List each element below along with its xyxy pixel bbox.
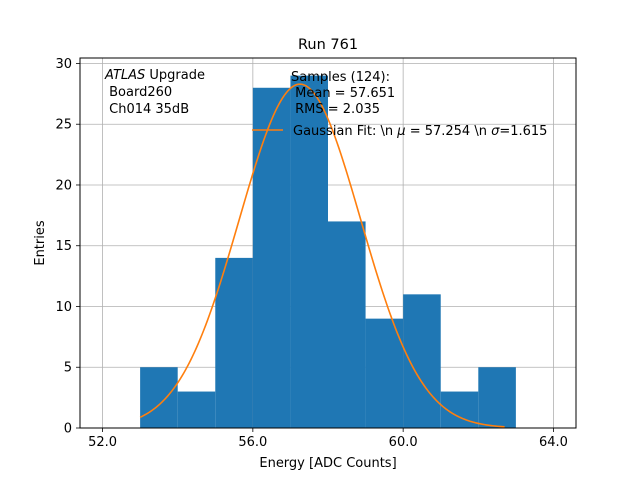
y-tick-label-5: 25 bbox=[55, 118, 72, 133]
y-tick-label-1: 5 bbox=[64, 361, 72, 376]
chart-title: Run 761 bbox=[298, 37, 358, 53]
x-tick-label-1: 56.0 bbox=[238, 435, 267, 450]
legend: Samples (124): Mean = 57.651 RMS = 2.035… bbox=[252, 70, 547, 139]
histogram-bar-9 bbox=[478, 367, 516, 428]
annotation-line-3: Ch014 35dB bbox=[105, 102, 189, 117]
y-axis-label: Entries bbox=[33, 220, 48, 266]
gaussian-fit-curve bbox=[139, 83, 505, 428]
axes-frame bbox=[79, 57, 577, 429]
x-axis-label: Energy [ADC Counts] bbox=[259, 456, 396, 471]
annotation-line-2: Board260 bbox=[105, 85, 172, 100]
histogram-bar-3 bbox=[252, 87, 291, 429]
y-tick-label-3: 15 bbox=[55, 239, 72, 254]
legend-fit-text-a: Gaussian Fit: \n bbox=[293, 124, 397, 139]
y-tick-label-6: 30 bbox=[55, 57, 72, 72]
x-tick-label-3: 64.0 bbox=[539, 435, 568, 450]
y-tick-label-4: 20 bbox=[55, 178, 72, 193]
axis-ticks: 52.0 56.0 60.0 64.0 0 5 10 15 20 25 30 bbox=[55, 57, 567, 450]
histogram-bar-0 bbox=[140, 367, 178, 428]
legend-rms: RMS = 2.035 bbox=[291, 102, 380, 117]
atlas-annotation: ATLAS Upgrade Board260 Ch014 35dB bbox=[104, 68, 205, 117]
y-tick-label-0: 0 bbox=[64, 422, 72, 437]
legend-fit-text-c: =1.615 bbox=[499, 124, 547, 139]
legend-sigma-symbol: σ bbox=[491, 124, 500, 139]
annotation-upgrade: Upgrade bbox=[145, 68, 205, 83]
histogram-bars bbox=[140, 75, 516, 429]
legend-fit-text-b: = 57.254 \n bbox=[406, 124, 492, 139]
legend-mean: Mean = 57.651 bbox=[291, 86, 395, 101]
gaussian-fit-curve-layer bbox=[139, 83, 505, 428]
histogram-bar-7 bbox=[403, 294, 441, 428]
x-tick-label-2: 60.0 bbox=[389, 435, 418, 450]
legend-samples-header: Samples (124): bbox=[291, 70, 390, 85]
legend-mu-symbol: μ bbox=[396, 124, 405, 139]
histogram-bar-5 bbox=[328, 221, 366, 428]
x-tick-label-0: 52.0 bbox=[88, 435, 117, 450]
annotation-line-1: ATLAS Upgrade bbox=[104, 68, 205, 83]
histogram-bar-2 bbox=[215, 257, 253, 428]
histogram-bar-4 bbox=[290, 75, 328, 428]
y-tick-label-2: 10 bbox=[55, 300, 72, 315]
legend-fit-label: Gaussian Fit: \n μ = 57.254 \n σ=1.615 bbox=[293, 124, 547, 139]
histogram-bar-1 bbox=[177, 391, 216, 428]
histogram-bar-6 bbox=[365, 318, 404, 428]
annotation-atlas: ATLAS bbox=[104, 68, 145, 83]
